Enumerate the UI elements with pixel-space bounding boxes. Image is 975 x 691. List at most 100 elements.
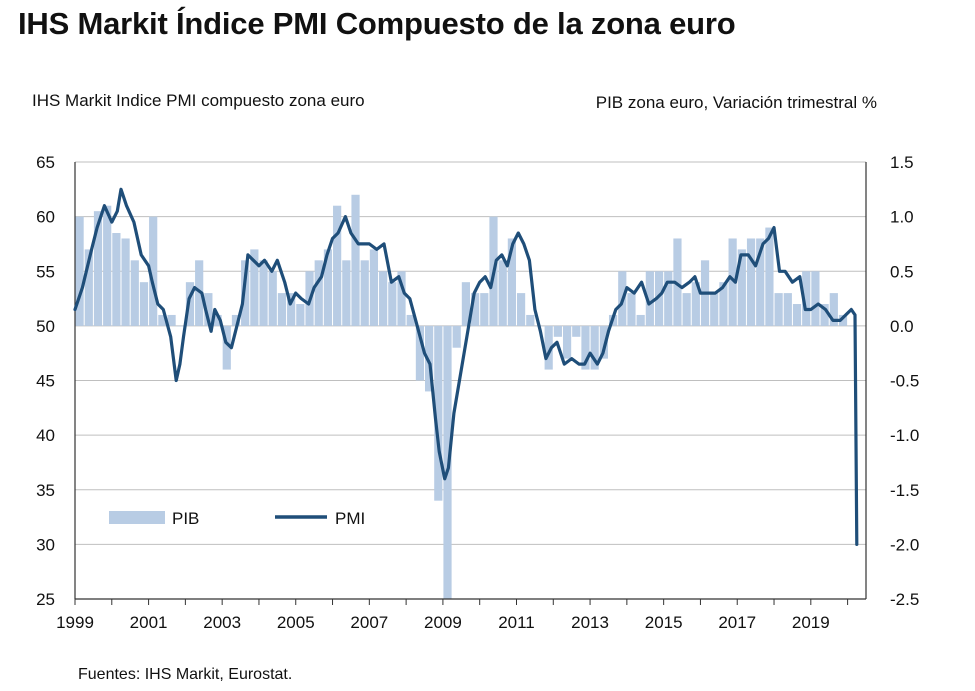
gdp-bar [802, 271, 811, 326]
gdp-bar [195, 260, 204, 326]
gdp-bar [204, 293, 213, 326]
gdp-bar [645, 271, 654, 326]
y-left-tick-label: 40 [36, 426, 55, 445]
gdp-bar [277, 293, 287, 326]
gdp-bar [737, 249, 746, 326]
gdp-bar [562, 325, 572, 359]
gdp-bar [553, 325, 562, 337]
gdp-bar [149, 216, 158, 326]
y-axis-right-label: PIB zona euro, Variación trimestral % [595, 93, 877, 112]
gdp-bar [231, 314, 241, 326]
gdp-bar [388, 282, 397, 326]
gdp-bar [636, 314, 645, 326]
y-left-tick-label: 50 [36, 317, 55, 336]
x-tick-label: 2005 [277, 613, 315, 632]
legend: PIB PMI [109, 509, 365, 528]
y-left-tick-label: 30 [36, 535, 55, 554]
pmi-line-layer [73, 187, 859, 546]
y-left-tick-label: 45 [36, 372, 55, 391]
y-right-tick-label: -2.5 [890, 590, 919, 609]
gdp-bar [84, 249, 93, 326]
gdp-bar [756, 238, 765, 326]
gdp-bar [526, 314, 535, 326]
gdp-bar [415, 325, 425, 381]
gdp-bar [783, 293, 792, 326]
gdp-bar [507, 238, 516, 326]
gdp-bar [673, 238, 682, 326]
gdp-bar [250, 249, 259, 326]
gdp-bar [572, 325, 581, 337]
gdp-bar [471, 293, 480, 326]
gdp-bar [158, 314, 167, 326]
gdp-bar [544, 325, 553, 370]
gdp-bar [590, 325, 599, 370]
gdp-bar [838, 314, 848, 326]
legend-line-label: PMI [335, 509, 365, 528]
y-left-tick-label: 65 [36, 153, 55, 172]
gdp-bar [342, 260, 351, 326]
gdp-bar [792, 304, 802, 326]
y-right-tick-label: 1.0 [890, 208, 914, 227]
x-tick-label: 2017 [718, 613, 756, 632]
gdp-bar [103, 205, 112, 326]
x-tick-label: 2003 [203, 613, 241, 632]
grid-lines [75, 161, 866, 600]
gdp-bar [185, 282, 195, 326]
gdp-bar [75, 216, 84, 326]
gdp-bar [351, 194, 360, 326]
gdp-bar [379, 271, 388, 326]
gdp-bar [213, 314, 222, 326]
gdp-bar [627, 293, 636, 326]
x-tick-label: 2001 [130, 613, 168, 632]
x-tick-label: 2013 [571, 613, 609, 632]
legend-bar-label: PIB [172, 509, 199, 528]
gdp-bar [811, 271, 820, 326]
gdp-bar [323, 249, 333, 326]
gdp-bar [314, 260, 323, 326]
gdp-bar [369, 249, 379, 326]
x-tick-label: 2007 [350, 613, 388, 632]
gdp-bar [516, 293, 526, 326]
gdp-bar [848, 325, 857, 327]
gdp-bar [360, 260, 369, 326]
axes [74, 162, 867, 600]
gdp-bar [581, 325, 590, 370]
x-tick-label: 2015 [645, 613, 683, 632]
gdp-bar [461, 282, 470, 326]
gdp-bar [406, 314, 415, 326]
gdp-bar [682, 293, 691, 326]
gdp-bar [728, 238, 737, 326]
y-right-tick-label: 1.5 [890, 153, 914, 172]
gdp-bar [296, 304, 305, 326]
y-left-tick-label: 35 [36, 481, 55, 500]
gdp-bar [112, 233, 121, 326]
gdp-bar [287, 293, 296, 326]
gdp-bar [176, 325, 185, 327]
y-right-tick-label: -1.5 [890, 481, 919, 500]
y-right-tick-label: -0.5 [890, 372, 919, 391]
gdp-bar [664, 271, 673, 326]
gdp-bar [425, 325, 434, 392]
y-axis-left-label: IHS Markit Indice PMI compuesto zona eur… [32, 91, 365, 110]
gdp-bar [691, 282, 700, 326]
y-right-tick-label: 0.5 [890, 262, 914, 281]
y-right-tick-label: -2.0 [890, 535, 919, 554]
y-left-tick-label: 25 [36, 590, 55, 609]
gdp-bar [130, 260, 139, 326]
x-tick-label: 2019 [792, 613, 830, 632]
gdp-bar [93, 211, 103, 326]
gdp-bar [121, 238, 130, 326]
x-axis-ticks: 1999 2001 2003 2005 2007 2009 2011 2013 2015 2017… [56, 599, 849, 632]
pmi-line [73, 187, 859, 546]
gdp-bar [452, 325, 461, 348]
gdp-bar [167, 314, 176, 326]
gdp-bar [710, 293, 719, 326]
y-axis-left-ticks: 65 60 55 50 45 40 35 30 25 [36, 153, 55, 609]
x-tick-label: 1999 [56, 613, 94, 632]
gdp-bar [480, 293, 489, 326]
gdp-bar [774, 293, 783, 326]
gdp-bar [746, 238, 756, 326]
gdp-bar [139, 282, 149, 326]
gdp-bar [820, 304, 829, 326]
gdp-bar [765, 227, 774, 326]
